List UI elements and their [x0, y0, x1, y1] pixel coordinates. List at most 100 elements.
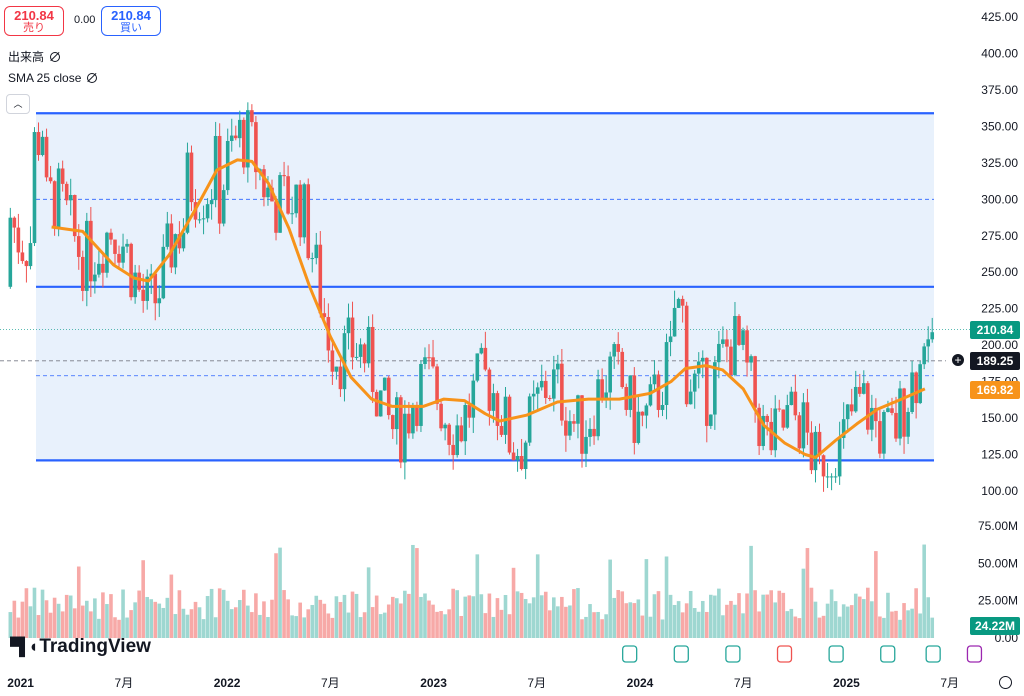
tradingview-logo: ▀▌◖ TradingView	[10, 636, 151, 658]
candle-body	[825, 476, 830, 478]
volume-bar	[149, 599, 154, 638]
candle-body	[48, 177, 53, 182]
volume-bar	[479, 594, 484, 638]
candle-body	[588, 428, 592, 437]
volume-bar	[201, 619, 206, 638]
candle-body	[246, 110, 250, 168]
candle-body	[250, 110, 254, 123]
candle-body	[507, 396, 512, 453]
candle-body	[370, 326, 375, 392]
volume-bar	[527, 603, 532, 638]
candle-body	[306, 184, 311, 259]
candle-body	[282, 175, 286, 177]
time-tick-label: 2024	[627, 676, 654, 690]
candle-body	[173, 234, 178, 268]
candle-body	[294, 184, 298, 214]
price-tick-label: 275.00	[981, 229, 1018, 243]
volume-bar	[914, 588, 918, 638]
buy-label: 買い	[120, 22, 142, 34]
volume-bar	[825, 603, 830, 638]
candle-body	[209, 200, 214, 205]
volume-bar	[692, 608, 697, 638]
volume-bar	[16, 617, 21, 638]
volume-bar	[761, 594, 765, 638]
candle-body	[648, 384, 653, 406]
candle-body	[600, 379, 604, 401]
volume-bar	[48, 612, 53, 638]
price-tick-label: 200.00	[981, 338, 1018, 352]
candle-body	[628, 375, 633, 410]
volume-legend[interactable]: 出来高	[8, 48, 61, 65]
candle-body	[463, 405, 468, 442]
candle-body	[797, 415, 802, 449]
sell-button[interactable]: 210.84 売り	[4, 6, 64, 36]
volume-bar	[447, 609, 451, 638]
volume-bar	[471, 596, 476, 638]
candle-body	[455, 425, 459, 456]
settings-icon[interactable]	[999, 676, 1012, 689]
sma-legend[interactable]: SMA 25 close	[8, 71, 98, 85]
volume-bar	[668, 594, 673, 638]
volume-bar	[24, 588, 29, 638]
candle-body	[165, 223, 170, 247]
volume-bar	[805, 548, 810, 638]
volume-layer	[8, 544, 935, 638]
volume-bar	[765, 594, 769, 638]
candle-body	[680, 298, 685, 306]
candle-body	[737, 316, 741, 345]
chevron-up-icon[interactable]: ︿	[6, 94, 30, 114]
candle-body	[145, 276, 149, 301]
candle-body	[717, 343, 721, 363]
candle-body	[660, 404, 665, 410]
volume-legend-label: 出来高	[8, 50, 45, 64]
price-tick-label: 425.00	[981, 10, 1018, 24]
candle-body	[503, 396, 508, 435]
spread-value: 0.00	[74, 14, 96, 26]
volume-bar	[483, 613, 488, 638]
last-price-tag: 210.84	[970, 321, 1020, 339]
buy-button[interactable]: 210.84 買い	[101, 6, 161, 36]
volume-bar	[781, 592, 786, 638]
volume-bar	[556, 606, 560, 638]
volume-bar	[853, 593, 858, 638]
volume-bar	[173, 614, 178, 638]
candle-body	[491, 393, 496, 411]
volume-bar	[258, 614, 262, 638]
candle-body	[439, 403, 443, 429]
candle-body	[672, 307, 677, 337]
volume-bar	[576, 588, 580, 638]
candle-body	[298, 184, 302, 238]
eye-off-icon[interactable]	[50, 51, 61, 62]
candle-body	[24, 261, 29, 267]
volume-tick-label: 25.00M	[978, 594, 1018, 608]
candle-body	[395, 397, 399, 430]
volume-bar	[68, 595, 73, 638]
volume-bar	[531, 597, 536, 638]
candle-body	[16, 227, 21, 253]
price-tick-label: 325.00	[981, 156, 1018, 170]
brand-name: TradingView	[39, 636, 151, 657]
candle-body	[286, 176, 290, 214]
volume-bar	[777, 590, 782, 638]
candle-body	[700, 357, 705, 362]
candle-body	[688, 391, 693, 405]
candle-body	[447, 424, 451, 445]
candle-body	[427, 357, 431, 359]
volume-bar	[648, 616, 653, 638]
volume-bar	[547, 610, 552, 638]
candle-body	[358, 344, 363, 357]
candle-body	[878, 421, 882, 454]
candle-body	[129, 243, 133, 298]
candle-body	[233, 135, 238, 139]
candle-body	[403, 413, 407, 463]
volume-bar	[310, 604, 315, 638]
volume-bar	[713, 595, 717, 638]
volume-bar	[700, 600, 705, 638]
volume-bar	[785, 611, 790, 638]
volume-bar	[717, 588, 721, 638]
volume-bar	[632, 603, 637, 638]
volume-bar	[620, 591, 625, 638]
eye-off-icon[interactable]	[87, 73, 98, 83]
crosshair-plus-icon[interactable]: +	[951, 353, 965, 367]
